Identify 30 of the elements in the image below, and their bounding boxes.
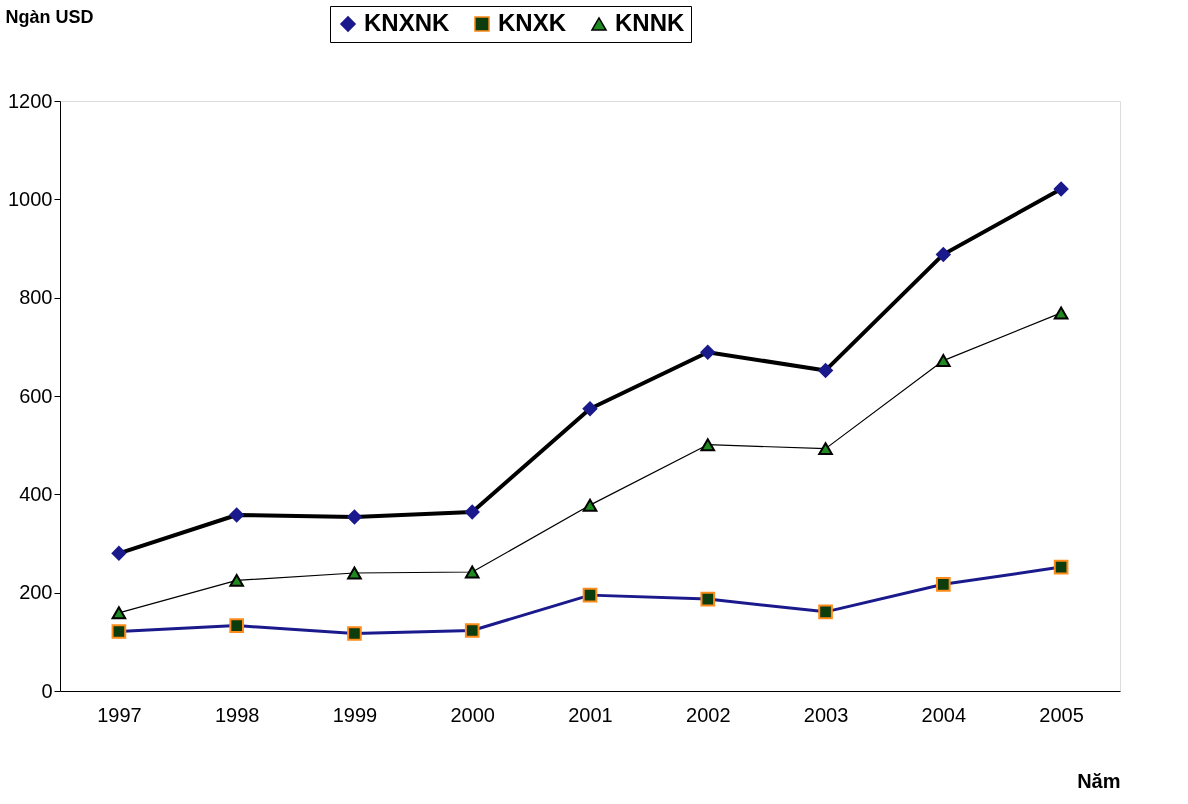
x-tick-label: 1997 — [97, 703, 142, 726]
legend-label: KNNK — [615, 9, 685, 36]
x-axis-title: Năm — [1077, 769, 1121, 792]
point — [936, 354, 951, 368]
x-tick-label: 2004 — [921, 703, 967, 726]
point — [111, 606, 127, 620]
x-tick-label: 2005 — [1039, 703, 1084, 726]
point — [818, 442, 833, 456]
x-tick-label: 2003 — [803, 703, 849, 726]
y-tick-label: 0 — [41, 679, 53, 702]
y-tick-label: 200 — [19, 581, 53, 604]
x-tick-label: 2001 — [568, 703, 613, 726]
x-tick-label: 1998 — [214, 703, 260, 726]
point — [582, 498, 598, 512]
y-tick-label: 1000 — [8, 187, 53, 210]
y-tick-label: 800 — [19, 286, 53, 309]
x-tick-label: 2002 — [686, 703, 731, 726]
point — [700, 438, 716, 452]
y-tick-label: 1200 — [8, 89, 53, 112]
point — [347, 566, 362, 580]
y-axis-title: Ngàn USD — [5, 6, 94, 27]
y-tick-label: 400 — [19, 482, 53, 505]
point — [1053, 306, 1069, 320]
y-tick-label: 600 — [19, 384, 53, 407]
x-tick-label: 2000 — [450, 703, 495, 726]
point — [464, 565, 480, 579]
legend-label: KNXK — [498, 9, 567, 36]
x-tick-label: 1999 — [332, 703, 378, 726]
point — [229, 573, 244, 587]
legend-label: KNXNK — [364, 9, 450, 36]
